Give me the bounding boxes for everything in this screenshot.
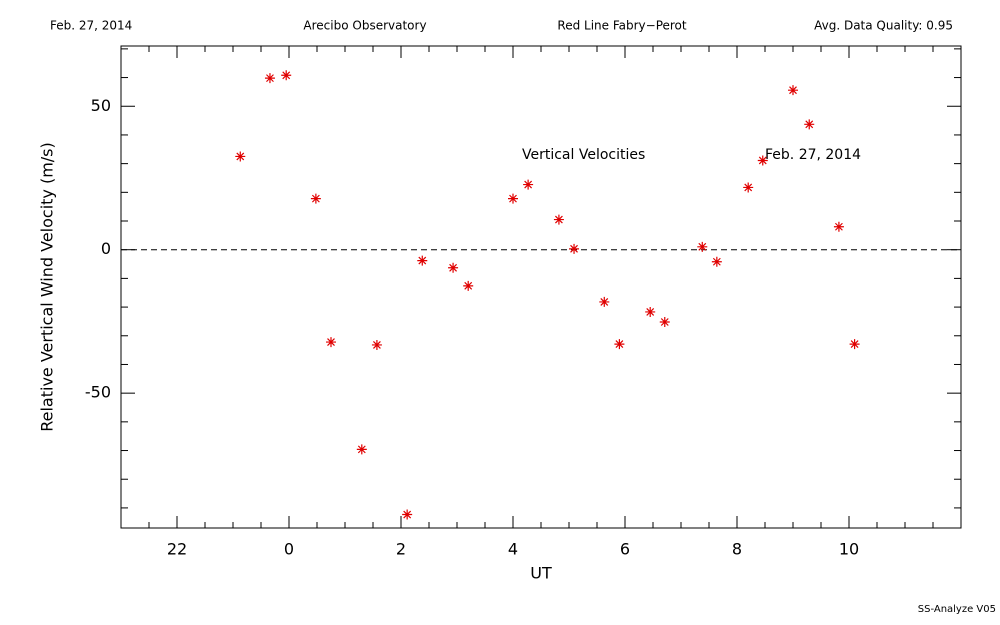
data-point bbox=[417, 255, 428, 266]
y-tick-label: -50 bbox=[85, 383, 111, 402]
x-tick-label: 4 bbox=[508, 540, 518, 559]
annotation: Vertical Velocities bbox=[522, 147, 645, 163]
data-point bbox=[711, 256, 722, 267]
data-point bbox=[849, 339, 860, 350]
data-point bbox=[523, 179, 534, 190]
data-point bbox=[645, 306, 656, 317]
data-point bbox=[310, 193, 321, 204]
data-point bbox=[356, 444, 367, 455]
data-point bbox=[326, 337, 336, 348]
x-tick-label: 0 bbox=[284, 540, 294, 559]
x-axis-label: UT bbox=[530, 564, 552, 583]
x-tick-label: 10 bbox=[839, 540, 859, 559]
data-point bbox=[235, 151, 246, 162]
data-point bbox=[264, 73, 275, 84]
footer: SS-Analyze V05 bbox=[918, 604, 996, 615]
y-tick-label: 0 bbox=[101, 239, 111, 258]
data-point bbox=[599, 296, 610, 307]
data-point bbox=[371, 339, 382, 350]
data-point bbox=[448, 262, 459, 273]
data-point bbox=[833, 221, 844, 232]
x-tick-label: 22 bbox=[167, 540, 187, 559]
data-point bbox=[463, 280, 474, 291]
header-quality: Avg. Data Quality: 0.95 bbox=[814, 19, 953, 33]
annotation: Feb. 27, 2014 bbox=[765, 147, 861, 163]
data-point bbox=[569, 243, 580, 254]
x-tick-label: 8 bbox=[732, 540, 742, 559]
data-point bbox=[804, 119, 815, 130]
data-point bbox=[508, 193, 518, 204]
header-instrument: Red Line Fabry−Perot bbox=[557, 19, 687, 33]
x-tick-label: 6 bbox=[620, 540, 630, 559]
data-point bbox=[614, 339, 625, 350]
y-axis-label: Relative Vertical Wind Velocity (m/s) bbox=[38, 142, 57, 432]
header-site: Arecibo Observatory bbox=[303, 19, 426, 33]
data-point bbox=[281, 70, 292, 81]
data-point bbox=[402, 509, 413, 520]
data-point bbox=[697, 241, 708, 252]
data-point bbox=[757, 155, 768, 166]
data-point bbox=[659, 317, 670, 328]
x-tick-label: 2 bbox=[396, 540, 406, 559]
data-point bbox=[788, 85, 798, 96]
y-tick-label: 50 bbox=[91, 96, 111, 115]
header-date: Feb. 27, 2014 bbox=[50, 19, 132, 33]
data-point bbox=[553, 214, 564, 225]
data-point bbox=[743, 182, 754, 193]
